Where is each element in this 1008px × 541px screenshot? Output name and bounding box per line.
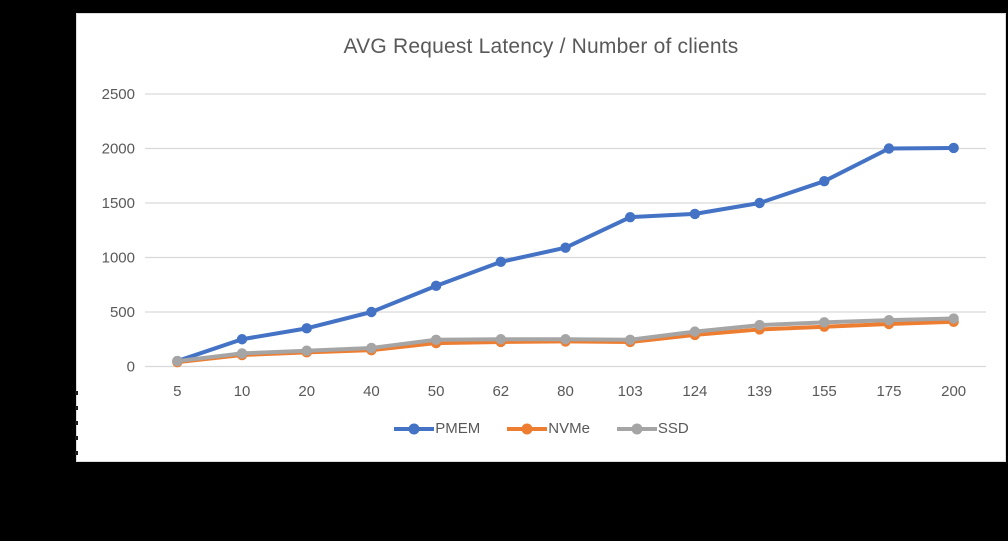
legend-item-nvme: NVMe [506,420,590,437]
x-tick-label: 103 [618,383,643,400]
legend-label-pmem: PMEM [435,420,481,437]
legend-item-ssd: SSD [616,420,689,437]
legend-label-nvme: NVMe [548,420,590,437]
marker-pmem-10 [236,334,248,345]
legend-marker-ssd-icon [616,423,657,434]
marker-ssd-103 [624,334,636,345]
chart-panel: AVG Request Latency / Number of clients … [75,13,1006,463]
marker-ssd-5 [172,355,183,367]
x-tick-label: 124 [682,383,707,400]
y-tick-label: 2000 [102,141,135,158]
marker-pmem-40 [366,306,377,318]
marker-ssd-62 [495,334,507,345]
x-tick-label: 20 [298,383,315,400]
line-chart-plot-area: 0 500 1000 1500 2000 2500 5 10 20 40 50 62 80 103 124 1… [102,86,986,400]
x-tick-label: 139 [747,383,772,400]
left-edge-artifact [75,391,78,463]
marker-pmem-103 [624,211,636,223]
marker-ssd-124 [689,326,701,337]
x-tick-label: 40 [363,383,380,400]
marker-pmem-139 [754,197,765,209]
x-tick-label: 5 [173,383,181,400]
chart-legend: PMEM NVMe SSD [77,420,1005,437]
marker-pmem-50 [430,280,442,292]
x-tick-label: 80 [557,383,574,400]
legend-label-ssd: SSD [657,420,689,437]
chart-title: AVG Request Latency / Number of clients [343,35,739,58]
marker-pmem-62 [495,256,507,268]
marker-pmem-155 [819,176,830,187]
legend-item-pmem: PMEM [393,420,480,437]
series-line-pmem [175,145,956,364]
y-tick-label: 2500 [102,86,135,103]
x-tick-label: 62 [492,383,509,400]
y-tick-label: 500 [110,304,135,321]
x-tick-label: 50 [428,383,445,400]
marker-ssd-80 [560,334,571,345]
marker-pmem-80 [560,242,571,253]
marker-ssd-20 [301,345,312,356]
marker-pmem-20 [301,323,312,334]
x-tick-label: 175 [876,383,901,400]
marker-pmem-200 [948,142,959,154]
legend-marker-nvme-icon [507,423,548,434]
marker-ssd-175 [883,314,895,326]
marker-ssd-10 [236,348,248,359]
marker-pmem-124 [689,208,701,220]
x-tick-label: 10 [234,383,251,400]
legend-marker-pmem-icon [394,423,435,434]
x-tick-label: 155 [812,383,837,400]
marker-ssd-200 [948,313,959,324]
y-tick-label: 1500 [102,195,135,212]
marker-pmem-175 [883,143,895,154]
x-tick-label: 200 [941,383,966,400]
marker-ssd-139 [754,319,765,331]
y-tick-label: 0 [127,359,135,376]
marker-ssd-50 [430,334,442,345]
marker-ssd-40 [366,342,377,354]
marker-ssd-155 [819,317,830,328]
y-tick-label: 1000 [102,250,135,267]
